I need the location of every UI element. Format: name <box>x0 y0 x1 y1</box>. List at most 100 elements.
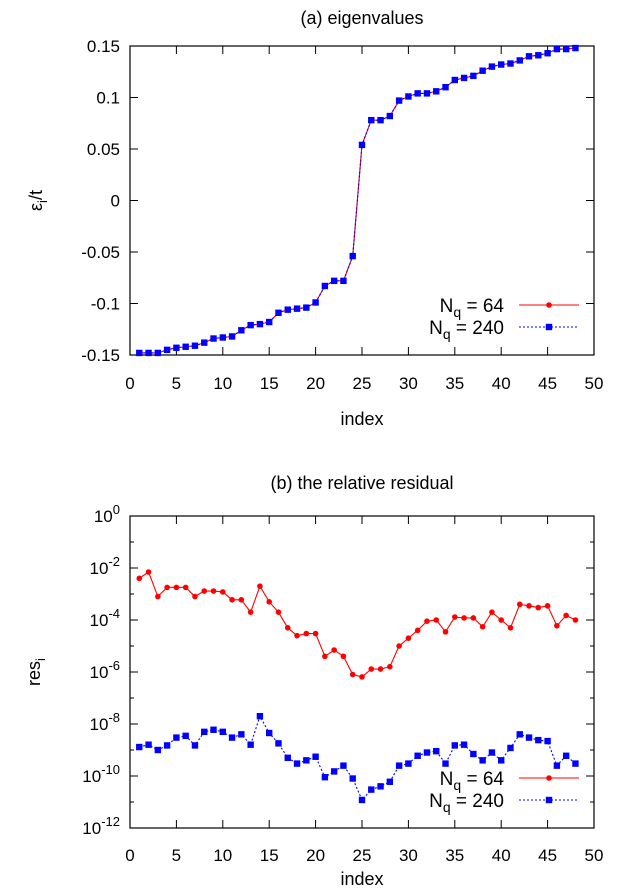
y-tick-label: -0.1 <box>91 295 120 314</box>
data-point <box>321 773 329 781</box>
data-point <box>554 622 560 629</box>
data-point <box>293 760 301 767</box>
data-point <box>470 72 477 80</box>
data-point <box>359 674 365 680</box>
data-point <box>535 604 542 611</box>
data-point <box>544 603 551 609</box>
legend-marker <box>545 796 553 804</box>
plot-frame <box>129 515 595 829</box>
data-point <box>220 589 226 595</box>
data-point <box>451 742 458 749</box>
plot-frame <box>129 45 595 356</box>
legend-label: Nq = 240 <box>429 318 504 342</box>
data-point <box>423 749 431 756</box>
data-point <box>192 593 198 600</box>
y-tick-label: 10-12 <box>82 814 120 838</box>
x-tick-label: 10 <box>213 846 232 865</box>
data-point <box>572 760 579 767</box>
data-point <box>330 277 338 285</box>
data-point <box>136 349 143 357</box>
data-point <box>155 593 161 600</box>
data-point <box>182 584 189 591</box>
data-point <box>488 749 496 756</box>
data-point <box>423 90 431 97</box>
data-point <box>238 731 245 738</box>
x-tick-label: 50 <box>585 374 604 393</box>
legend-label: Nq = 64 <box>440 769 505 793</box>
data-point <box>322 653 328 660</box>
legend-label: Nq = 64 <box>440 296 505 320</box>
data-point <box>182 343 189 350</box>
data-point <box>479 757 486 764</box>
data-point <box>303 304 310 311</box>
data-point <box>507 625 514 631</box>
x-tick-label: 35 <box>445 846 464 865</box>
series-0 <box>136 569 579 680</box>
data-point <box>386 778 394 785</box>
data-point <box>572 617 579 623</box>
data-point <box>182 732 189 740</box>
data-point <box>544 50 551 57</box>
data-point <box>312 299 319 306</box>
data-point <box>562 752 570 759</box>
x-tick-label: 30 <box>399 846 418 865</box>
x-tick-label: 0 <box>125 374 134 393</box>
data-point <box>349 775 356 782</box>
data-point <box>452 614 458 620</box>
data-point <box>229 596 235 603</box>
data-point <box>488 63 496 70</box>
y-tick-label: 0.05 <box>87 140 120 159</box>
data-point <box>256 320 264 328</box>
chart-title: (b) the relative residual <box>270 473 453 493</box>
data-point <box>340 762 347 769</box>
data-point <box>191 742 199 749</box>
data-point <box>238 596 245 603</box>
data-point <box>451 76 458 84</box>
x-axis-label: index <box>340 869 383 889</box>
data-point <box>201 339 208 346</box>
data-point <box>219 728 226 736</box>
data-point <box>228 734 236 741</box>
data-point <box>442 760 449 767</box>
data-point <box>210 335 217 342</box>
data-point <box>219 334 226 341</box>
y-axis-label: εi/t <box>26 190 50 211</box>
data-point <box>498 617 505 623</box>
data-point <box>395 97 403 104</box>
data-point <box>507 744 514 752</box>
data-point <box>405 635 412 641</box>
data-point <box>349 671 356 678</box>
data-point <box>460 74 468 82</box>
data-point <box>377 666 384 672</box>
data-point <box>284 625 291 631</box>
data-point <box>553 45 561 53</box>
data-point <box>173 734 180 741</box>
data-point <box>238 327 245 334</box>
data-point <box>257 583 263 589</box>
data-point <box>349 252 356 260</box>
data-point <box>460 741 468 748</box>
x-tick-label: 45 <box>538 846 557 865</box>
data-point <box>294 632 300 639</box>
data-point <box>479 67 486 74</box>
legend-marker <box>546 302 552 308</box>
x-tick-label: 35 <box>445 374 464 393</box>
chart-title: (a) eigenvalues <box>300 8 423 28</box>
data-point <box>461 615 467 621</box>
y-tick-label: 0 <box>111 192 120 211</box>
data-point <box>516 731 523 738</box>
data-point <box>228 333 236 340</box>
x-tick-label: 15 <box>260 846 279 865</box>
data-point <box>145 741 152 748</box>
data-point <box>516 601 523 608</box>
y-axis-label: resi <box>24 658 48 686</box>
data-point <box>498 757 505 764</box>
data-point <box>275 609 282 615</box>
x-tick-label: 25 <box>353 846 372 865</box>
data-point <box>433 617 440 623</box>
data-point <box>507 60 514 67</box>
data-point <box>526 603 532 609</box>
data-point <box>247 321 254 329</box>
data-point <box>572 44 579 52</box>
